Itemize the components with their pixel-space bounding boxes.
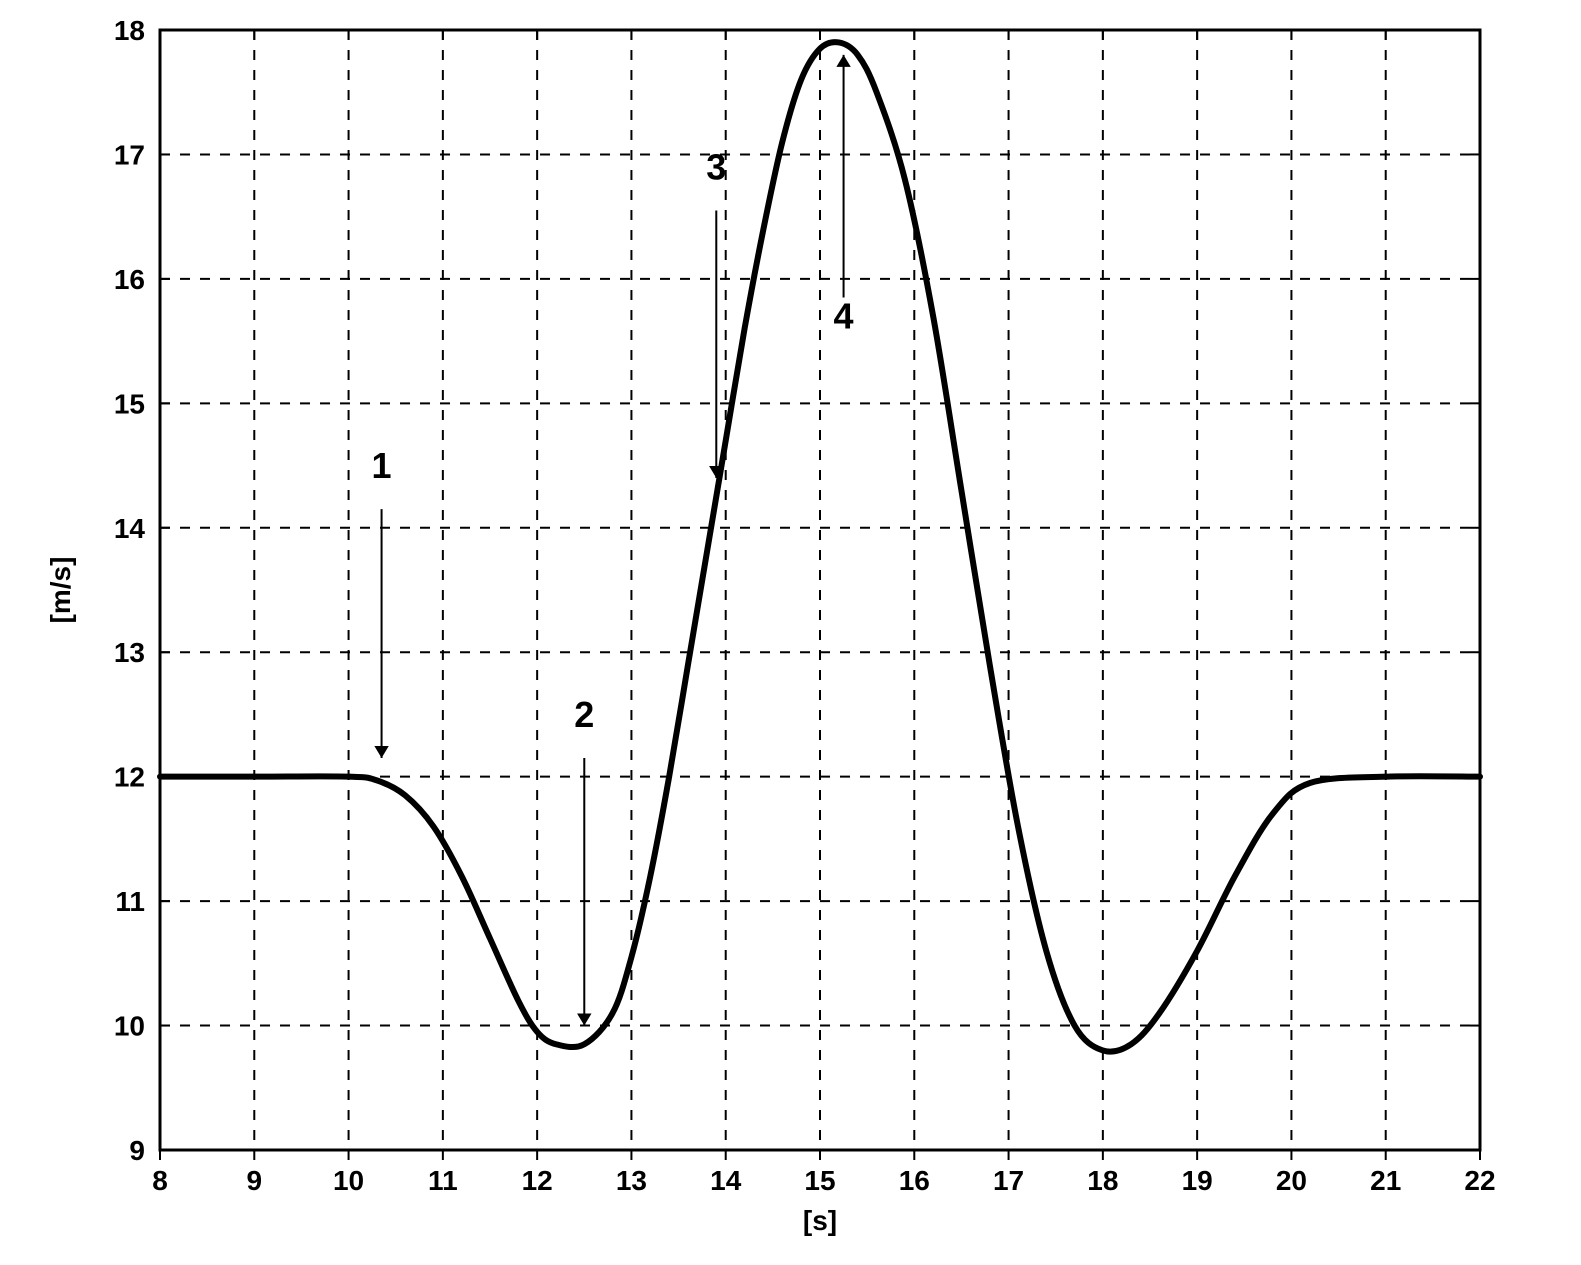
x-tick-label: 20 bbox=[1276, 1165, 1307, 1196]
x-axis-label: [s] bbox=[803, 1205, 837, 1236]
x-tick-label: 13 bbox=[616, 1165, 647, 1196]
y-tick-label: 14 bbox=[114, 513, 146, 544]
x-tick-label: 15 bbox=[804, 1165, 835, 1196]
x-tick-label: 19 bbox=[1182, 1165, 1213, 1196]
velocity-chart: 8910111213141516171819202122910111213141… bbox=[0, 0, 1581, 1265]
annotation-label: 3 bbox=[706, 146, 726, 187]
x-tick-label: 16 bbox=[899, 1165, 930, 1196]
annotation-label: 2 bbox=[574, 694, 594, 735]
y-tick-label: 13 bbox=[114, 637, 145, 668]
x-tick-label: 18 bbox=[1087, 1165, 1118, 1196]
x-tick-label: 14 bbox=[710, 1165, 742, 1196]
y-tick-label: 12 bbox=[114, 762, 145, 793]
y-tick-label: 18 bbox=[114, 15, 145, 46]
y-tick-label: 15 bbox=[114, 388, 145, 419]
y-axis-label: [m/s] bbox=[45, 557, 76, 624]
y-tick-label: 17 bbox=[114, 139, 145, 170]
x-tick-label: 17 bbox=[993, 1165, 1024, 1196]
x-tick-label: 11 bbox=[428, 1165, 458, 1196]
y-tick-label: 10 bbox=[114, 1011, 145, 1042]
chart-container: 8910111213141516171819202122910111213141… bbox=[0, 0, 1581, 1265]
y-tick-label: 11 bbox=[115, 886, 145, 917]
x-tick-label: 12 bbox=[522, 1165, 553, 1196]
x-tick-label: 8 bbox=[152, 1165, 168, 1196]
x-tick-label: 9 bbox=[246, 1165, 262, 1196]
annotation-label: 4 bbox=[834, 296, 854, 337]
x-tick-label: 10 bbox=[333, 1165, 364, 1196]
y-tick-label: 9 bbox=[129, 1135, 145, 1166]
y-tick-label: 16 bbox=[114, 264, 145, 295]
x-tick-label: 22 bbox=[1464, 1165, 1495, 1196]
annotation-label: 1 bbox=[372, 445, 392, 486]
x-tick-label: 21 bbox=[1370, 1165, 1401, 1196]
